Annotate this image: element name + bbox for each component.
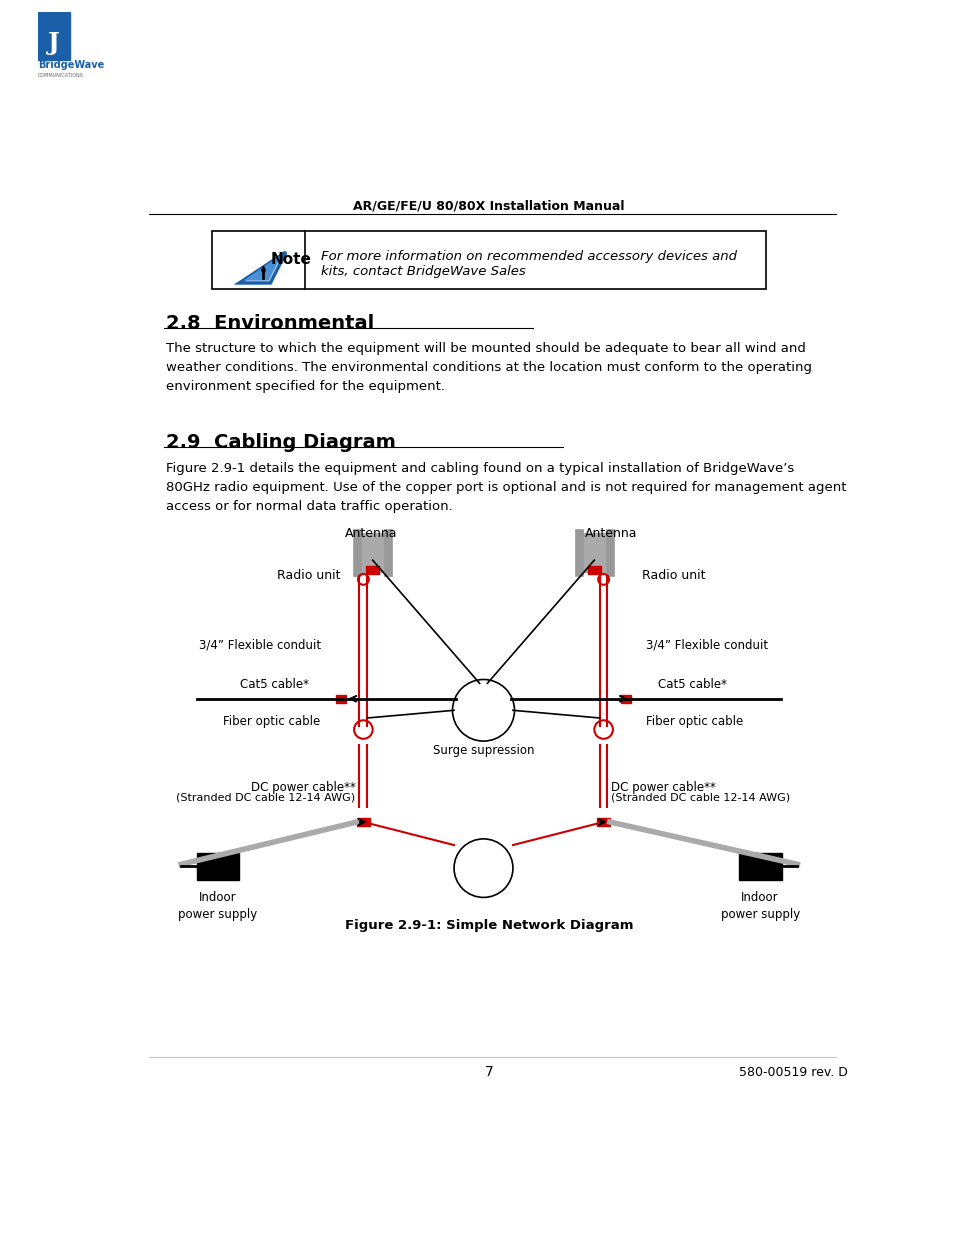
- Text: Antenna: Antenna: [345, 526, 397, 540]
- Bar: [353, 530, 360, 576]
- Bar: [579, 534, 608, 572]
- Text: AR/GE/FE/U 80/80X Installation Manual: AR/GE/FE/U 80/80X Installation Manual: [353, 199, 624, 212]
- Text: Figure 2.9-1 details the equipment and cabling found on a typical installation o: Figure 2.9-1 details the equipment and c…: [166, 462, 845, 513]
- Text: (Stranded DC cable 12-14 AWG): (Stranded DC cable 12-14 AWG): [611, 793, 790, 803]
- Text: Indoor
power supply: Indoor power supply: [178, 892, 257, 921]
- Bar: [38, 12, 70, 59]
- Bar: [597, 818, 609, 826]
- FancyBboxPatch shape: [212, 231, 765, 289]
- Text: For more information on recommended accessory devices and
kits, contact BridgeWa: For more information on recommended acce…: [320, 249, 736, 278]
- Polygon shape: [239, 252, 286, 283]
- Text: 3/4” Flexible conduit: 3/4” Flexible conduit: [198, 638, 320, 651]
- Bar: [384, 530, 392, 576]
- Text: 7: 7: [484, 1066, 493, 1079]
- Text: The structure to which the equipment will be mounted should be adequate to bear : The structure to which the equipment wil…: [166, 342, 811, 393]
- Bar: [587, 567, 599, 574]
- Text: DC power cable**: DC power cable**: [251, 781, 355, 794]
- Bar: [196, 852, 239, 879]
- Text: Indoor
power supply: Indoor power supply: [720, 892, 799, 921]
- Text: J: J: [48, 31, 59, 54]
- Bar: [620, 695, 630, 703]
- Text: Surge supression: Surge supression: [433, 743, 534, 757]
- Text: Antenna: Antenna: [584, 526, 637, 540]
- Text: 2.9  Cabling Diagram: 2.9 Cabling Diagram: [166, 433, 395, 452]
- Bar: [358, 534, 386, 572]
- Text: Figure 2.9-1: Simple Network Diagram: Figure 2.9-1: Simple Network Diagram: [344, 919, 633, 932]
- Text: Note: Note: [271, 252, 312, 267]
- Bar: [335, 695, 345, 703]
- Text: Cat5 cable*: Cat5 cable*: [240, 678, 309, 692]
- Text: Radio unit: Radio unit: [641, 569, 705, 582]
- Bar: [739, 852, 781, 879]
- Text: 3/4” Flexible conduit: 3/4” Flexible conduit: [645, 638, 767, 651]
- Bar: [366, 567, 378, 574]
- Text: Fiber optic cable: Fiber optic cable: [645, 715, 742, 729]
- Text: Fiber optic cable: Fiber optic cable: [223, 715, 320, 729]
- Text: (Stranded DC cable 12-14 AWG): (Stranded DC cable 12-14 AWG): [176, 793, 355, 803]
- Polygon shape: [243, 254, 282, 280]
- Bar: [356, 818, 369, 826]
- Text: COMMUNICATIONS: COMMUNICATIONS: [38, 73, 84, 78]
- Bar: [575, 530, 582, 576]
- Text: 580-00519 rev. D: 580-00519 rev. D: [739, 1066, 847, 1078]
- Bar: [605, 530, 613, 576]
- Text: 2.8  Environmental: 2.8 Environmental: [166, 314, 374, 332]
- Text: Radio unit: Radio unit: [276, 569, 340, 582]
- Text: Cat5 cable*: Cat5 cable*: [658, 678, 726, 692]
- Text: BridgeWave: BridgeWave: [38, 61, 104, 70]
- Text: DC power cable**: DC power cable**: [611, 781, 716, 794]
